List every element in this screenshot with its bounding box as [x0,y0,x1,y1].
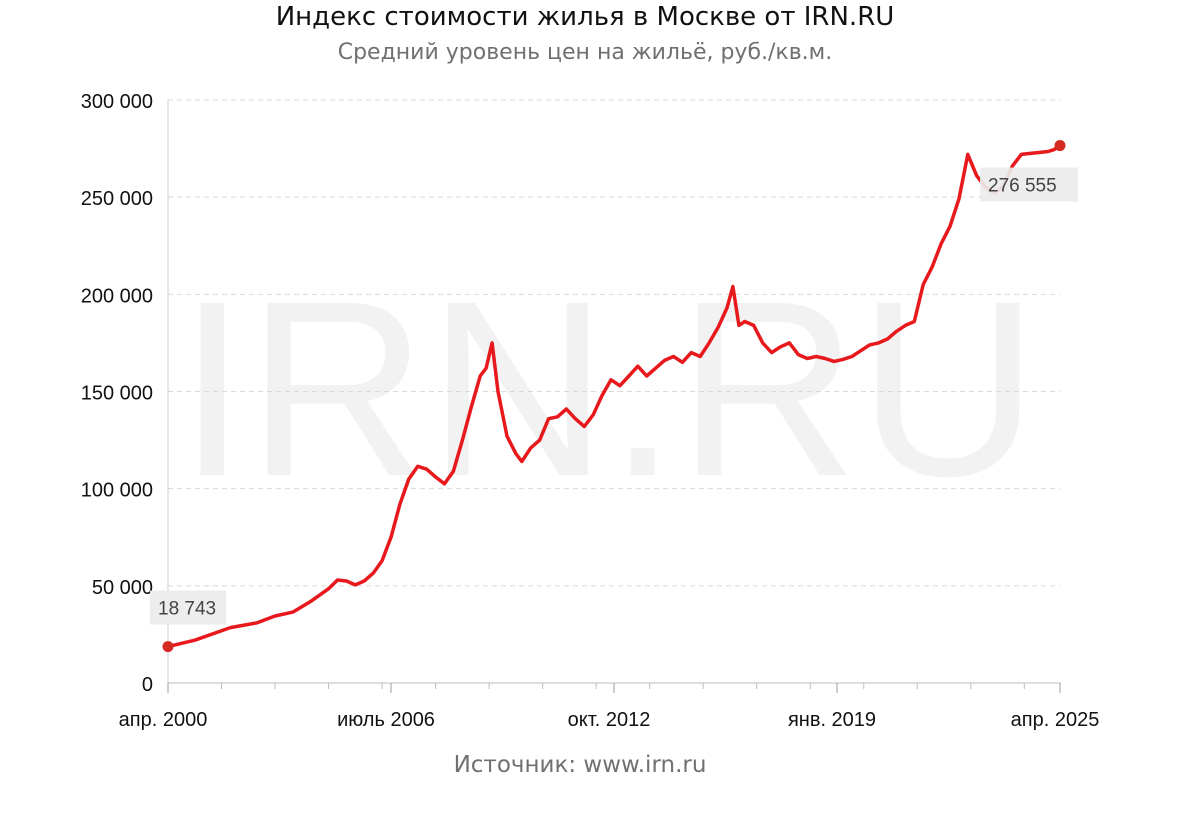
data-label-layer: 18 743 276 555 [150,167,1078,625]
x-tick-label: окт. 2012 [568,709,651,731]
grid-layer [168,99,1060,587]
y-tick-label: 150 000 [81,383,153,405]
series-layer [162,140,1066,653]
axis-layer: 0 50 000 100 000 150 000 200 000 250 000 300 0… [81,91,1100,731]
y-tick-label: 300 000 [81,91,153,113]
x-tick-label: янв. 2019 [788,709,876,731]
data-label: 276 555 [980,167,1078,202]
series-line [166,143,1062,649]
endpoint-marker [162,641,174,653]
chart-subtitle: Средний уровень цен на жильё, руб./кв.м. [337,40,833,65]
x-tick-label: апр. 2025 [1011,709,1100,731]
data-label-background [150,590,226,625]
y-tick-label: 50 000 [92,577,153,599]
y-tick-label: 250 000 [81,188,153,210]
endpoint-marker [1054,140,1066,152]
y-tick-label: 100 000 [81,480,153,502]
data-label-text: 18 743 [158,599,216,620]
data-label-background [980,167,1078,202]
data-label: 18 743 [150,590,226,625]
chart-title: Индекс стоимости жилья в Москве от IRN.R… [275,2,895,32]
chart-source: Источник: www.irn.ru [453,752,707,778]
y-tick-label: 0 [142,674,153,696]
x-tick-label: апр. 2000 [119,709,208,731]
data-label-text: 276 555 [988,176,1057,197]
x-tick-label: июль 2006 [337,709,435,731]
y-tick-label: 200 000 [81,285,153,307]
